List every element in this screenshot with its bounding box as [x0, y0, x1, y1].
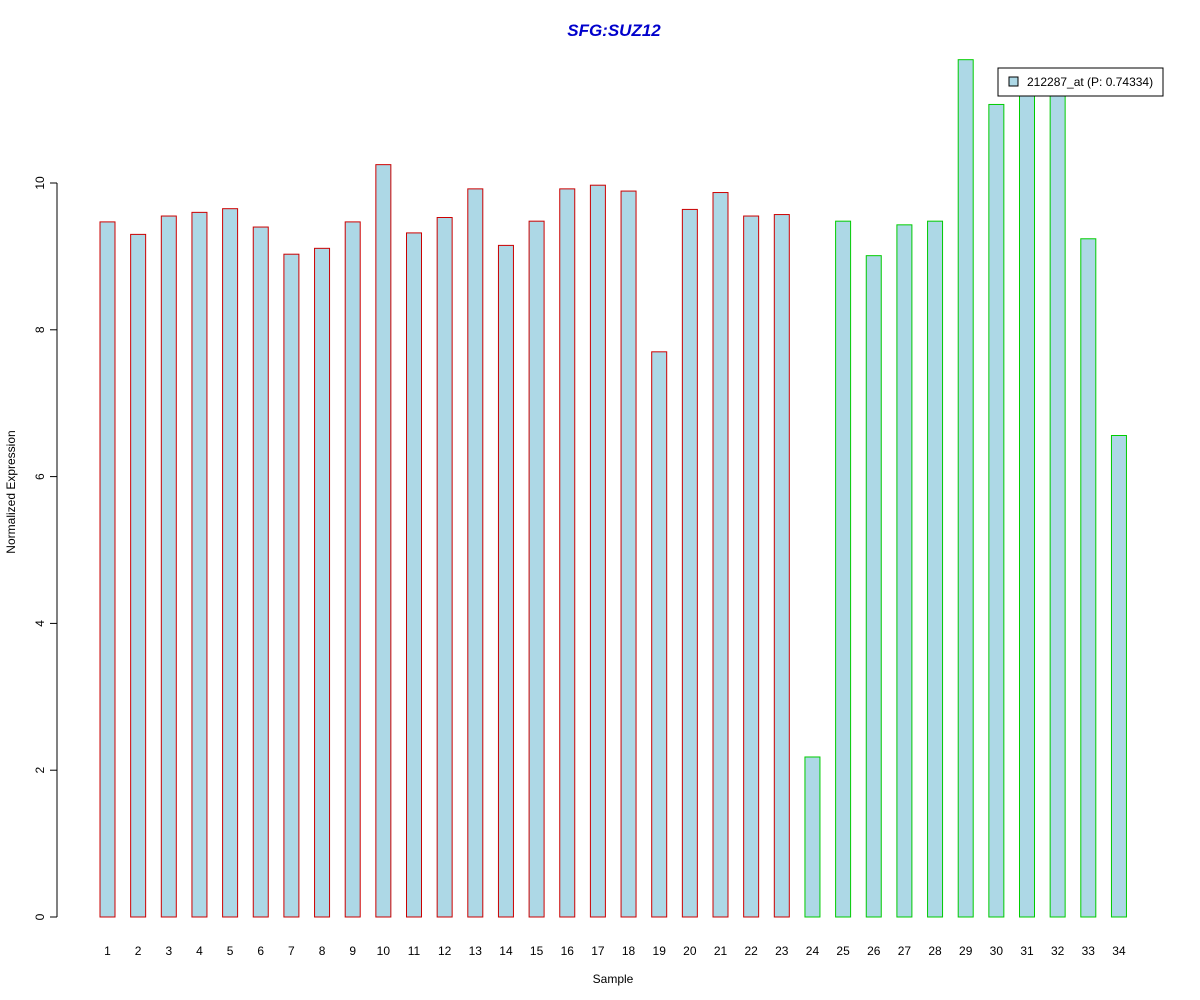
bar-sample-12 [436, 217, 453, 918]
x-tick-label: 6 [257, 944, 264, 958]
bar-sample-34 [1110, 435, 1127, 918]
bar-sample-29 [957, 59, 974, 918]
bar-sample-24 [804, 756, 821, 918]
x-tick-labels: 1 2 3 4 5 6 7 8 9 10 11 12 13 14 15 16 17 18 19 20 21 22 23 24 2… [104, 944, 1126, 958]
bar-sample-14 [497, 244, 514, 918]
x-tick-label: 20 [683, 944, 697, 958]
bar-sample-11 [406, 232, 422, 918]
x-tick-label: 23 [775, 944, 789, 958]
x-tick-label: 34 [1112, 944, 1126, 958]
bar-sample-16 [559, 188, 576, 918]
chart-title: SFG:SUZ12 [567, 21, 661, 40]
x-tick-label: 22 [744, 944, 758, 958]
bar-sample-10 [375, 164, 392, 918]
x-tick-label: 16 [561, 944, 575, 958]
x-tick-label: 27 [898, 944, 912, 958]
x-tick-label: 9 [349, 944, 356, 958]
bar-sample-30 [988, 103, 1005, 918]
legend-label: 212287_at (P: 0.74334) [1027, 75, 1153, 89]
x-tick-label: 18 [622, 944, 636, 958]
bar-sample-31 [1019, 94, 1035, 918]
bar-sample-27 [896, 224, 913, 918]
bar-sample-15 [528, 220, 545, 918]
bar-sample-33 [1080, 238, 1097, 918]
bar-sample-8 [314, 247, 331, 918]
x-tick-label: 24 [806, 944, 820, 958]
x-tick-label: 12 [438, 944, 452, 958]
legend: 212287_at (P: 0.74334) [997, 67, 1164, 97]
bar-sample-28 [927, 220, 944, 918]
x-tick-label: 32 [1051, 944, 1065, 958]
bar-sample-25 [835, 220, 852, 918]
x-tick-label: 19 [653, 944, 667, 958]
x-tick-label: 29 [959, 944, 973, 958]
legend-box [997, 67, 1164, 97]
bar-sample-23 [773, 214, 790, 918]
y-tick-label: 4 [33, 620, 47, 627]
x-tick-label: 30 [990, 944, 1004, 958]
y-tick-label: 0 [33, 913, 47, 920]
y-axis: 0 2 4 6 8 10 [33, 176, 58, 920]
x-tick-label: 31 [1020, 944, 1034, 958]
bar-sample-3 [160, 215, 177, 918]
bar-sample-5 [222, 208, 239, 918]
x-tick-label: 4 [196, 944, 203, 958]
bar-sample-2 [130, 233, 147, 918]
x-tick-label: 5 [227, 944, 234, 958]
x-tick-label: 26 [867, 944, 881, 958]
bar-sample-32 [1049, 94, 1066, 918]
bar-sample-17 [589, 184, 606, 918]
x-tick-label: 17 [591, 944, 605, 958]
x-tick-label: 7 [288, 944, 295, 958]
bar-sample-20 [681, 208, 698, 918]
y-tick-label: 8 [33, 326, 47, 333]
bar-sample-21 [712, 192, 729, 918]
bar-sample-13 [467, 188, 484, 918]
bars [99, 59, 1127, 918]
bar-sample-19 [651, 351, 668, 918]
x-tick-label: 14 [499, 944, 513, 958]
bar-sample-22 [743, 215, 760, 918]
legend-swatch [1008, 76, 1019, 87]
x-tick-label: 15 [530, 944, 544, 958]
x-tick-label: 11 [408, 944, 421, 958]
x-axis-label: Sample [593, 972, 634, 986]
x-tick-label: 28 [928, 944, 942, 958]
bar-sample-9 [344, 221, 361, 918]
x-tick-label: 1 [104, 944, 111, 958]
x-tick-label: 21 [714, 944, 728, 958]
x-tick-label: 3 [165, 944, 172, 958]
y-axis-label: Normalized Expression [4, 430, 18, 553]
y-tick-label: 6 [33, 473, 47, 480]
x-tick-label: 25 [836, 944, 850, 958]
bar-sample-7 [283, 253, 300, 918]
bar-sample-26 [865, 255, 882, 918]
y-tick-label: 10 [33, 176, 47, 190]
bar-sample-4 [191, 211, 208, 918]
bar-sample-18 [620, 190, 637, 918]
x-tick-label: 10 [377, 944, 391, 958]
x-tick-label: 33 [1082, 944, 1096, 958]
y-tick-label: 2 [33, 767, 47, 774]
bar-sample-6 [252, 226, 269, 918]
x-tick-label: 8 [319, 944, 326, 958]
x-tick-label: 13 [469, 944, 483, 958]
bar-sample-1 [99, 221, 116, 918]
x-tick-label: 2 [135, 944, 142, 958]
